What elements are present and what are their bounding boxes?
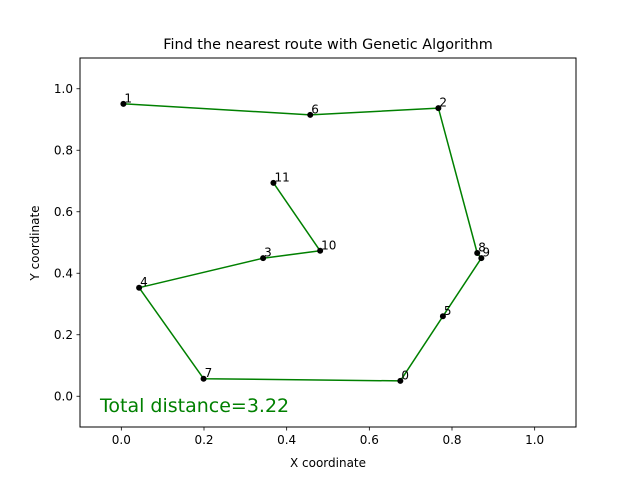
axes-frame <box>79 57 577 428</box>
city-label-9: 9 <box>482 246 490 260</box>
city-point-9 <box>478 255 485 262</box>
city-point-6 <box>307 111 314 118</box>
city-point-3 <box>260 255 267 262</box>
city-label-6: 6 <box>311 102 319 116</box>
chart-title: Find the nearest route with Genetic Algo… <box>163 37 493 53</box>
city-label-8: 8 <box>478 240 486 254</box>
city-point-0 <box>397 377 404 384</box>
y-tick-label: 0.6 <box>54 205 73 219</box>
city-label-10: 10 <box>321 238 336 252</box>
city-label-3: 3 <box>264 246 272 260</box>
city-point-10 <box>317 247 324 254</box>
x-tick-label: 0.8 <box>442 433 461 447</box>
x-tick-label: 1.0 <box>525 433 544 447</box>
city-point-1 <box>120 100 127 107</box>
city-label-11: 11 <box>274 170 289 184</box>
city-label-2: 2 <box>439 96 447 110</box>
x-axis-label: X coordinate <box>290 456 366 470</box>
city-label-1: 1 <box>124 91 132 105</box>
y-tick-label: 1.0 <box>54 82 73 96</box>
city-label-7: 7 <box>205 366 213 380</box>
city-point-4 <box>136 284 143 291</box>
x-tick-label: 0.6 <box>360 433 379 447</box>
y-tick-label: 0.8 <box>54 144 73 158</box>
x-tick-label: 0.0 <box>112 433 131 447</box>
y-axis-label: Y coordinate <box>28 205 42 281</box>
city-point-2 <box>435 105 442 112</box>
y-tick-label: 0.0 <box>54 390 73 404</box>
plot-layer: 0 1 2 3 4 5 6 7 89 10 11 <box>120 91 490 384</box>
city-point-5 <box>439 313 446 320</box>
total-distance-annotation: Total distance=3.22 <box>99 395 289 417</box>
y-tick-label: 0.2 <box>54 328 73 342</box>
city-label-5: 5 <box>444 304 452 318</box>
city-label-0: 0 <box>401 368 409 382</box>
route-line <box>123 103 483 382</box>
city-point-7 <box>200 375 207 382</box>
city-point-11 <box>270 179 277 186</box>
x-tick-label: 0.2 <box>194 433 213 447</box>
city-point-8 <box>474 249 481 256</box>
x-tick-label: 0.4 <box>277 433 296 447</box>
ticks-layer: 0.0 0.2 0.4 0.6 0.8 1.0 0.0 0.2 0.4 0.6 0.8 1.0 <box>54 82 544 447</box>
y-tick-label: 0.4 <box>54 267 73 281</box>
city-label-4: 4 <box>140 275 148 289</box>
